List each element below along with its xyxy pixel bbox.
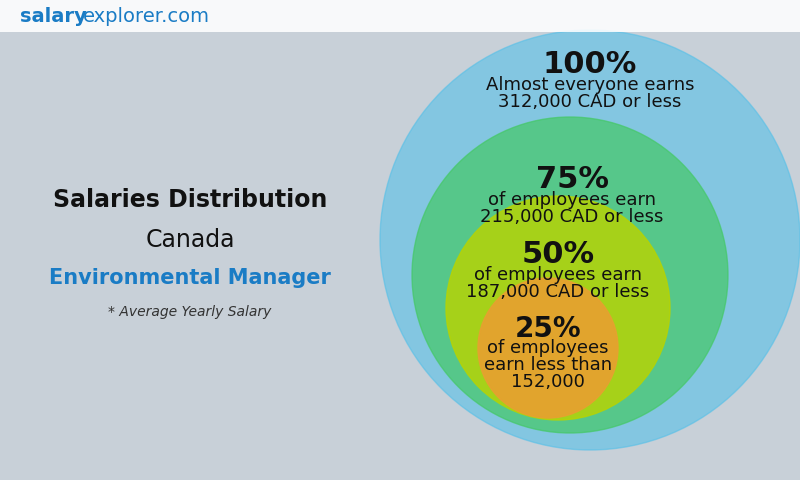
Circle shape [478,278,618,418]
Circle shape [412,117,728,433]
Text: of employees earn: of employees earn [474,266,642,284]
Text: * Average Yearly Salary: * Average Yearly Salary [108,305,272,319]
Text: 215,000 CAD or less: 215,000 CAD or less [480,208,664,226]
Text: 75%: 75% [535,165,609,194]
Circle shape [380,30,800,450]
Text: of employees: of employees [487,339,609,357]
Text: 50%: 50% [522,240,594,269]
Circle shape [446,196,670,420]
Text: explorer.com: explorer.com [83,7,210,25]
Text: 25%: 25% [514,315,582,343]
Text: Almost everyone earns: Almost everyone earns [486,76,694,94]
Text: salary: salary [20,7,86,25]
Text: Environmental Manager: Environmental Manager [49,268,331,288]
Text: 152,000: 152,000 [511,373,585,391]
Text: 100%: 100% [543,50,637,79]
Bar [0,0,800,32]
Text: Canada: Canada [146,228,234,252]
Text: 187,000 CAD or less: 187,000 CAD or less [466,283,650,301]
Text: earn less than: earn less than [484,356,612,374]
Text: 312,000 CAD or less: 312,000 CAD or less [498,93,682,111]
Text: Salaries Distribution: Salaries Distribution [53,188,327,212]
Text: of employees earn: of employees earn [488,191,656,209]
